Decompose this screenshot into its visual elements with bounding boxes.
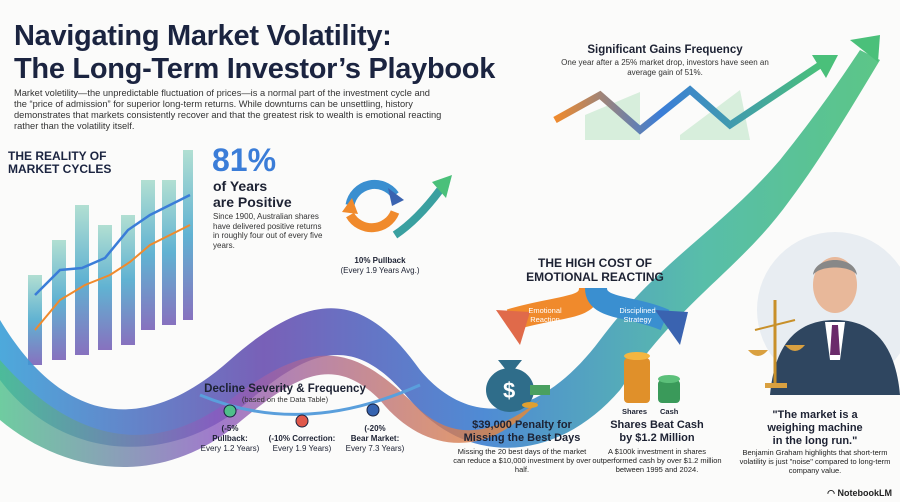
decline-line: Every 1.2 Years) [200, 444, 260, 453]
arrow-label-line: Emotional [528, 306, 562, 315]
cost-title-line-1: THE HIGH COST OF [538, 256, 652, 270]
positive-years-stat: 81% [212, 142, 277, 178]
quote-line-2: weighing machine [767, 422, 863, 434]
notebooklm-brand: ◠ NotebookLM [827, 488, 892, 499]
decline-label-pullback: (-5% Pullback: Every 1.2 Years) [185, 424, 275, 454]
cycle-bars [28, 150, 193, 365]
pullback-subtitle: (Every 1.9 Years Avg.) [340, 266, 420, 275]
cost-title-line-2: EMOTIONAL REACTING [526, 270, 664, 284]
market-wave-ribbon [0, 50, 880, 448]
cash-label: Cash [660, 407, 679, 416]
bear-market-dot [366, 403, 380, 417]
decline-line: (-20% [364, 424, 386, 433]
decline-severity-heading: Decline Severity & Frequency (based on t… [195, 383, 375, 404]
shares-label: Shares [622, 407, 648, 416]
stat-label-line-1: of Years [213, 178, 268, 194]
graham-quote: "The market is a weighing machine in the… [730, 409, 900, 448]
notebooklm-logo-icon: ◠ [827, 488, 838, 498]
gains-description: One year after a 25% market drop, invest… [561, 58, 769, 77]
disciplined-arrow [585, 286, 670, 331]
intro-paragraph: Market voletility—the unpredictable fluc… [14, 88, 442, 131]
decline-label-bear-market: (-20% Bear Market: Every 7.3 Years) [330, 424, 420, 454]
high-cost-heading: THE HIGH COST OF EMOTIONAL REACTING [505, 256, 685, 284]
cycles-title-line-1: THE REALITY OF [8, 149, 107, 163]
disciplined-strategy-label: Disciplined Strategy [610, 306, 665, 324]
cycles-title-line-2: MARKET CYCLES [8, 162, 112, 176]
shares-beat-cash-title: Shares Beat Cash by $1.2 Million [587, 419, 727, 445]
arrow-label-line: Strategy [623, 315, 652, 324]
money-bag-icon: $ [486, 360, 550, 412]
coin-stacks-icon [624, 352, 680, 403]
shares-beat-cash-description: A $100k investment in shares outperforme… [592, 447, 722, 474]
decline-line: (-10% Correction: [268, 434, 336, 443]
decline-line: Every 1.9 Years) [272, 444, 332, 453]
shares-title-line-2: by $1.2 Million [619, 432, 695, 444]
pullback-dot [223, 404, 237, 418]
decline-arc [199, 383, 421, 416]
brand-text: NotebookLM [837, 488, 893, 498]
pullback-caption: 10% Pullback (Every 1.9 Years Avg.) [330, 256, 430, 276]
pullback-title: 10% Pullback [354, 256, 406, 265]
market-cycles-heading: THE REALITY OF MARKET CYCLES [8, 150, 111, 176]
shares-title-line-1: Shares Beat Cash [610, 419, 704, 431]
penalty-title-line-1: $39,000 Penalty for [472, 419, 572, 431]
stat-label-line-2: are Positive [213, 194, 292, 210]
page-title: Navigating Market Volatility: The Long-T… [14, 20, 495, 86]
cycle-arrows-icon [342, 175, 452, 239]
arrow-label-line: Disciplined [619, 306, 656, 315]
penalty-title-line-2: Missing the Best Days [463, 432, 581, 444]
decline-line: Pullback: [212, 434, 248, 443]
penalty-title: $39,000 Penalty for Missing the Best Day… [452, 419, 592, 445]
gains-zigzag-arrow [553, 55, 838, 140]
benjamin-graham-portrait [748, 232, 900, 395]
gains-title: Significant Gains Frequency [587, 44, 743, 56]
quote-line-3: in the long run." [772, 435, 858, 447]
quote-line-1: "The market is a [772, 409, 858, 421]
decline-line: (-5% [221, 424, 239, 433]
decline-subtitle: (based on the Data Table) [241, 395, 329, 404]
arrow-label-line: Reaction [530, 315, 560, 324]
title-line-2: The Long-Term Investor’s Playbook [14, 53, 496, 85]
decline-line: Bear Market: [350, 434, 400, 443]
penalty-description: Missing the 20 best days of the market c… [453, 447, 591, 474]
positive-years-label: of Years are Positive [213, 178, 292, 210]
decline-title: Decline Severity & Frequency [204, 383, 366, 395]
decline-label-correction: (-10% Correction: Every 1.9 Years) [257, 434, 347, 454]
decline-line: Every 7.3 Years) [345, 444, 405, 453]
svg-text:$: $ [503, 378, 515, 403]
correction-dot [295, 414, 309, 428]
quote-description: Benjamin Graham highlights that short-te… [739, 448, 891, 475]
positive-years-description: Since 1900, Australian shares have deliv… [213, 212, 323, 250]
emotional-reaction-label: Emotional Reaction [520, 306, 570, 324]
gains-frequency-section: Significant Gains Frequency One year aft… [560, 44, 770, 77]
title-line-1: Navigating Market Volatility: [14, 20, 392, 52]
